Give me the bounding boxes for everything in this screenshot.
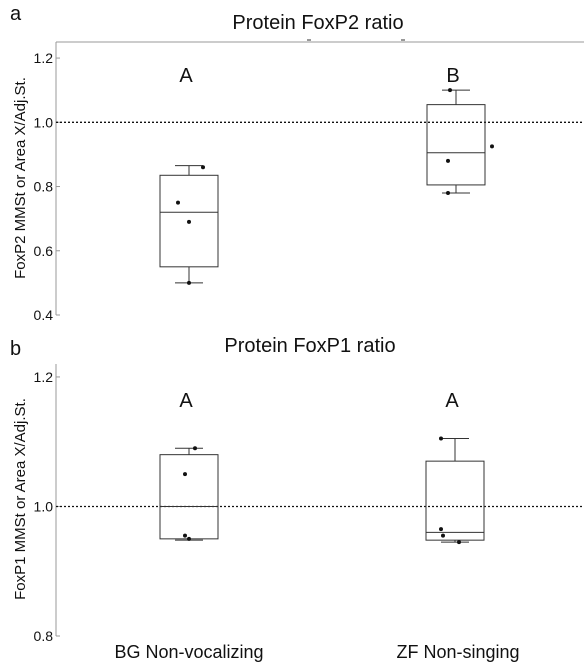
- panel-b-data-point-1: [439, 527, 443, 532]
- x-category-label-bg: BG Non-vocalizing: [114, 642, 263, 662]
- panel-a-box-0: [159, 174, 219, 268]
- panel-b-data-point-1: [441, 533, 445, 538]
- x-category-label-zf: ZF Non-singing: [396, 642, 519, 662]
- panel-a-data-point-1: [446, 158, 450, 163]
- panel-b-box-0: [159, 454, 219, 540]
- panel-a-y-tick-label: 0.8: [34, 179, 54, 195]
- panel-b-data-point-0: [183, 472, 187, 477]
- panel-b-data-point-0: [187, 536, 191, 541]
- panel-b-y-ticks: 0.8 1.0 1.2: [34, 369, 60, 644]
- panel-a-significance-letter-1: B: [446, 65, 459, 87]
- panel-a-data-point-1: [448, 88, 452, 93]
- panel-a-data-point-0: [201, 165, 205, 170]
- panel-label-b: b: [10, 338, 21, 360]
- panel-b-significance-letter-0: A: [179, 390, 193, 412]
- panel-a-y-tick-label: 0.6: [34, 243, 54, 259]
- panel-b-y-tick-label: 1.2: [34, 369, 54, 385]
- panel-b-box-1: [425, 460, 485, 541]
- panel-a-box-1: [426, 104, 486, 186]
- panel-b-y-tick-label: 0.8: [34, 628, 54, 644]
- panel-a-data-point-1: [490, 144, 494, 149]
- panel-b-data-point-1: [457, 540, 461, 545]
- panel-a-significance-letter-0: A: [179, 65, 193, 87]
- panel-a-y-tick-label: 0.4: [34, 307, 54, 323]
- panel-b-y-axis-label: FoxP1 MMSt or Area X/Adj.St.: [12, 398, 29, 600]
- panel-b-data-point-1: [439, 436, 443, 441]
- panel-a-y-tick-label: 1.2: [34, 50, 54, 66]
- panel-b-data-point-0: [183, 533, 187, 538]
- panel-b-y-tick-label: 1.0: [34, 498, 54, 514]
- panel-a: a Protein FoxP2 ratio FoxP2 MMSt or Area…: [10, 3, 584, 323]
- panel-b-significance-letter-1: A: [445, 390, 459, 412]
- panel-b-data-point-0: [193, 446, 197, 451]
- panel-a-data-point-0: [176, 200, 180, 205]
- panel-a-title: Protein FoxP2 ratio: [232, 12, 403, 34]
- panel-a-data-point-0: [187, 280, 191, 285]
- panel-b-title: Protein FoxP1 ratio: [224, 335, 395, 357]
- panel-label-a: a: [10, 3, 22, 25]
- panel-a-data-point-0: [187, 219, 191, 224]
- panel-a-y-tick-label: 1.0: [34, 114, 54, 130]
- panel-a-y-axis-label: FoxP2 MMSt or Area X/Adj.St.: [12, 77, 29, 279]
- panel-a-data-point-1: [446, 190, 450, 195]
- panel-b: b Protein FoxP1 ratio FoxP1 MMSt or Area…: [10, 335, 584, 644]
